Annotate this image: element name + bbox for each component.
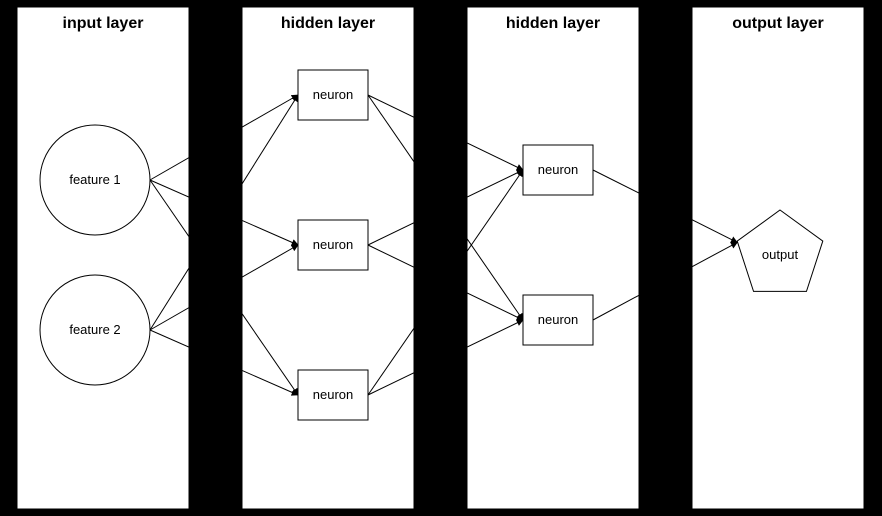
layer-panel-hidden2 — [468, 8, 638, 508]
layer-panel-input — [18, 8, 188, 508]
node-label-f1: feature 1 — [69, 172, 120, 187]
neural-network-diagram: feature 1 feature 2 neuron neuron neuron neur… — [0, 0, 882, 516]
layer-panels — [18, 8, 863, 508]
edges — [150, 95, 737, 395]
layer-title-input: input layer — [63, 15, 144, 32]
node-label-out: output — [762, 247, 799, 262]
node-label-h2a: neuron — [538, 162, 578, 177]
node-label-f2: feature 2 — [69, 322, 120, 337]
layer-title-output: output layer — [732, 15, 824, 32]
node-label-h1a: neuron — [313, 87, 353, 102]
layer-title-hidden2: hidden layer — [506, 15, 600, 32]
node-label-h1b: neuron — [313, 237, 353, 252]
layer-title-hidden1: hidden layer — [281, 15, 375, 32]
node-label-h2b: neuron — [538, 312, 578, 327]
node-label-h1c: neuron — [313, 387, 353, 402]
